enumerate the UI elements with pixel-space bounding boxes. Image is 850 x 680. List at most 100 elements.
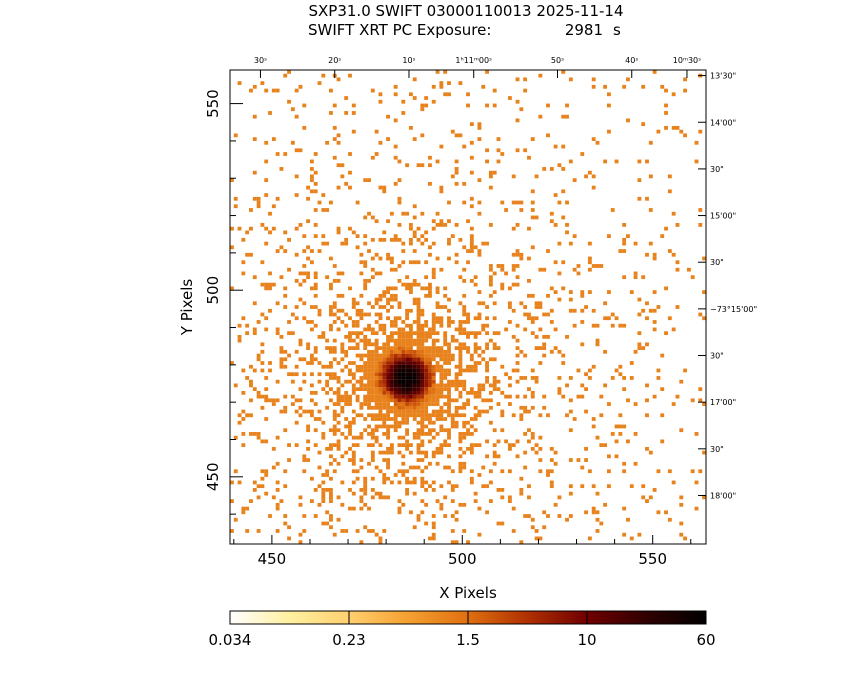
image-pixel [496,454,501,459]
image-pixel [378,443,383,448]
image-pixel [450,334,455,339]
image-pixel [416,364,421,369]
image-pixel [313,390,318,395]
image-pixel [694,506,699,511]
image-pixel [428,155,432,160]
image-pixel [492,379,497,384]
image-pixel [443,465,448,470]
image-pixel [595,435,600,440]
image-pixel [386,346,390,350]
image-pixel [458,342,463,347]
image-pixel [241,432,246,436]
image-pixel [336,379,341,384]
image-pixel [618,249,623,253]
image-pixel [622,84,627,89]
image-pixel [245,376,250,380]
image-pixel [275,301,280,306]
image-pixel [496,402,501,406]
image-pixel [294,88,299,93]
image-pixel [485,398,489,403]
image-pixel [439,364,444,369]
image-pixel [462,144,467,149]
image-pixel [401,379,406,384]
image-pixel [325,510,330,515]
image-pixel [599,413,604,418]
image-pixel [454,484,459,489]
image-pixel [447,435,451,440]
image-pixel [477,200,482,205]
image-pixel [340,271,345,276]
image-pixel [405,413,410,418]
image-pixel [374,383,379,388]
image-pixel [401,417,406,421]
image-pixel [519,349,524,354]
image-pixel [488,282,493,287]
image-pixel [374,361,379,365]
image-pixel [435,387,440,392]
image-pixel [469,364,474,369]
image-pixel [591,264,596,268]
image-pixel [447,372,451,377]
image-pixel [694,432,699,436]
image-pixel [656,305,661,309]
image-pixel [626,118,630,123]
image-pixel [477,409,482,414]
image-pixel [249,398,253,403]
image-pixel [629,484,634,489]
image-pixel [313,357,318,362]
image-pixel [382,476,387,481]
image-pixel [469,155,474,160]
image-pixel [469,204,474,209]
image-pixel [309,286,314,291]
image-pixel [268,398,272,403]
image-pixel [424,402,429,406]
image-pixel [447,405,451,410]
image-pixel [473,349,478,354]
image-pixel [287,353,291,358]
image-pixel [458,327,463,332]
dec-tick-label: 17'00" [710,398,736,407]
image-pixel [386,286,390,291]
image-pixel [431,267,436,272]
image-pixel [329,476,333,481]
image-pixel [268,361,272,365]
image-pixel [329,488,333,492]
image-pixel [648,174,653,179]
image-pixel [378,353,383,358]
image-pixel [431,420,436,425]
image-pixel [469,241,474,246]
image-pixel [389,417,394,421]
image-pixel [485,103,489,108]
image-pixel [359,458,364,462]
image-pixel [428,484,432,489]
image-pixel [428,383,432,388]
image-pixel [519,107,524,112]
image-pixel [306,196,311,201]
image-pixel [431,323,436,328]
image-pixel [408,398,413,403]
image-pixel [321,435,326,440]
image-pixel [397,409,402,414]
image-pixel [469,443,474,448]
image-pixel [393,424,398,429]
image-pixel [386,357,390,362]
image-pixel [408,327,413,332]
image-pixel [450,469,455,474]
image-pixel [359,271,364,276]
image-pixel [332,301,337,306]
image-pixel [443,428,448,433]
image-pixel [405,394,410,399]
ra-tick-label: 50ˢ [551,56,564,65]
image-pixel [332,376,337,380]
image-pixel [447,379,451,384]
image-pixel [355,320,360,324]
image-pixel [469,387,474,392]
image-pixel [527,428,531,433]
image-pixel [408,237,413,242]
image-pixel [466,540,470,545]
image-pixel [329,517,333,522]
image-pixel [401,383,406,388]
image-pixel [389,372,394,377]
image-pixel [416,405,421,410]
image-pixel [462,342,467,347]
